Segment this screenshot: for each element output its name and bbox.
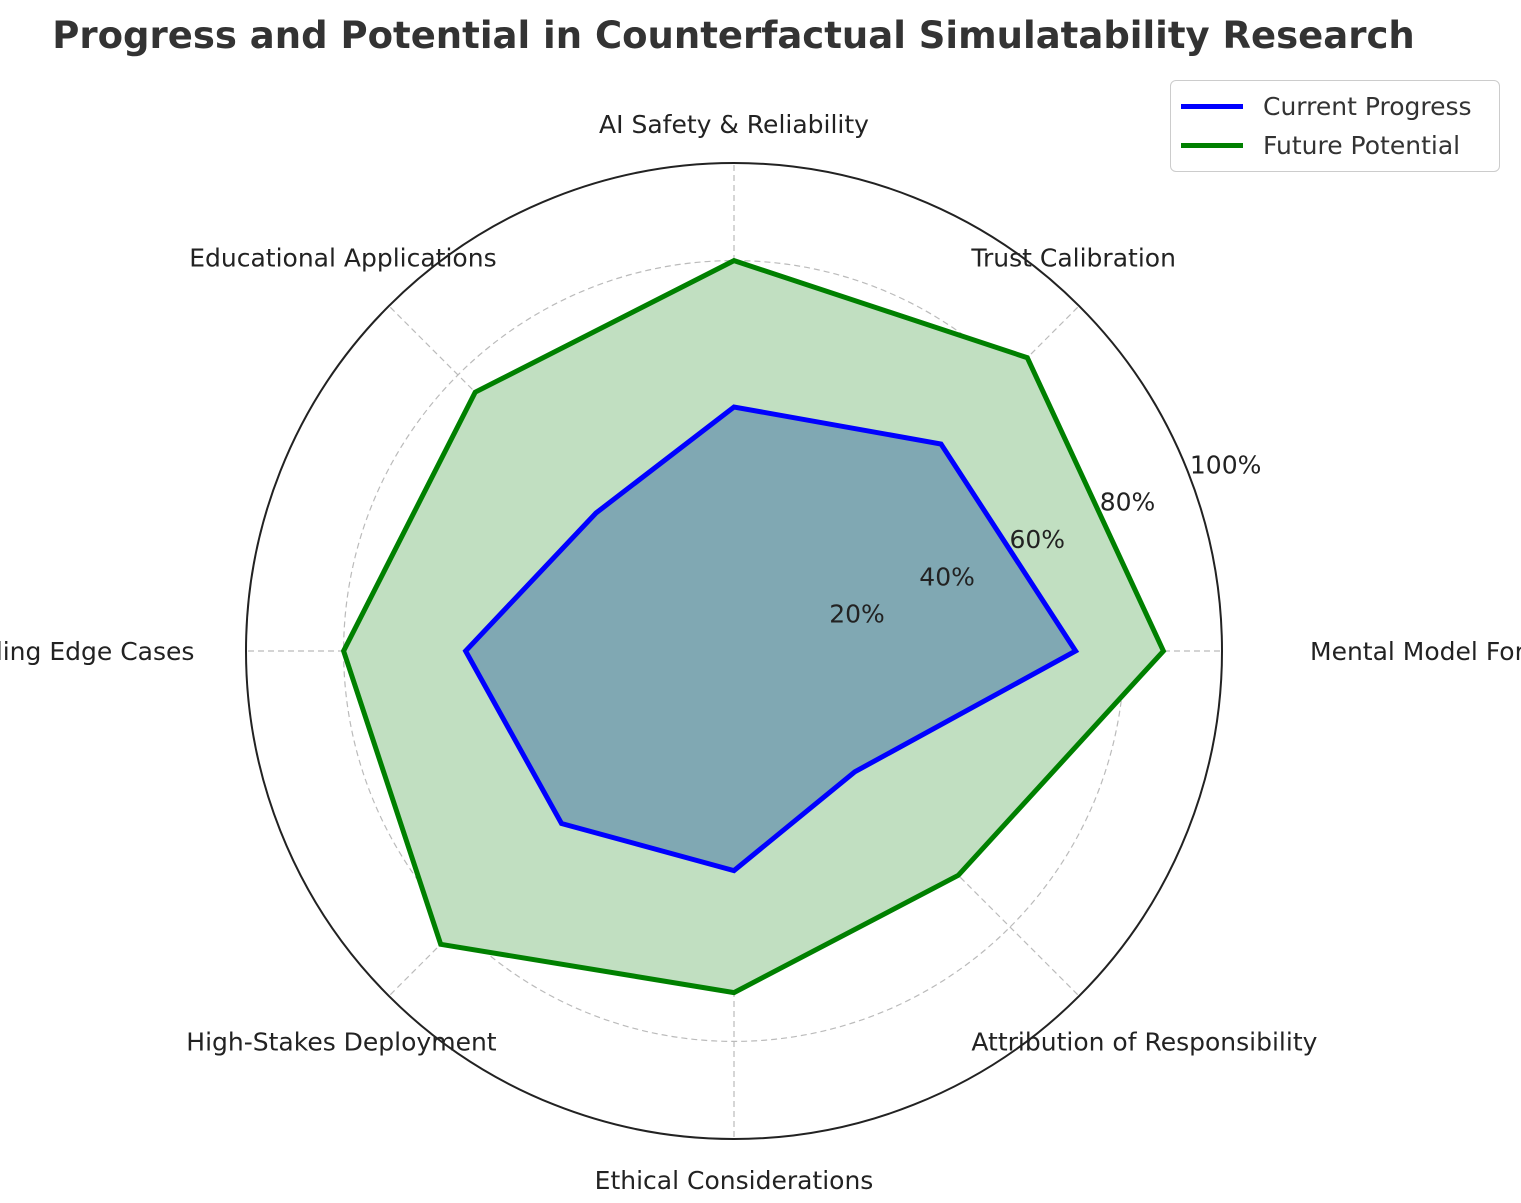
category-label-understanding-edge-cases: Understanding Edge Cases [0, 637, 194, 666]
series-fill-current-progress [465, 407, 1076, 871]
series-line-current-progress [462, 404, 1080, 874]
r-tick-label-60: 60% [1010, 525, 1066, 554]
legend-item-future-potential: Future Potential [1181, 127, 1460, 163]
legend-label-current-progress: Current Progress [1263, 91, 1472, 121]
series-line-future-potential [340, 257, 1167, 996]
r-tick-label-20: 20% [829, 600, 885, 629]
category-label-trust-calibration: Trust Calibration [970, 244, 1176, 273]
r-tick-label-40: 40% [919, 562, 975, 591]
category-label-ai-safety-and-reliability: AI Safety & Reliability [599, 110, 869, 139]
legend-swatch-future-potential [1181, 142, 1243, 148]
outer-frame [245, 162, 1223, 1140]
category-label-attribution-of-responsibility: Attribution of Responsibility [971, 1027, 1317, 1056]
legend-swatch-current-progress [1181, 103, 1243, 109]
category-label-high-stakes-deployment: High-Stakes Deployment [186, 1027, 497, 1056]
category-label-educational-applications: Educational Applications [189, 244, 496, 273]
category-label-ethical-considerations: Ethical Considerations [595, 1166, 874, 1195]
r-tick-label-80: 80% [1100, 488, 1156, 517]
category-label-mental-model-formation: Mental Model Formation [1310, 637, 1521, 666]
legend-label-future-potential: Future Potential [1263, 130, 1461, 160]
legend: Current Progress Future Potential [1170, 80, 1500, 172]
chart-title: Progress and Potential in Counterfactual… [52, 14, 1415, 57]
r-tick-label-100: 100% [1190, 450, 1261, 479]
series-layer [340, 257, 1167, 996]
legend-item-current-progress: Current Progress [1181, 88, 1472, 124]
label-layer: 20% 40% 60% 80% 100% Mental Model Formation Tr… [0, 110, 1521, 1195]
